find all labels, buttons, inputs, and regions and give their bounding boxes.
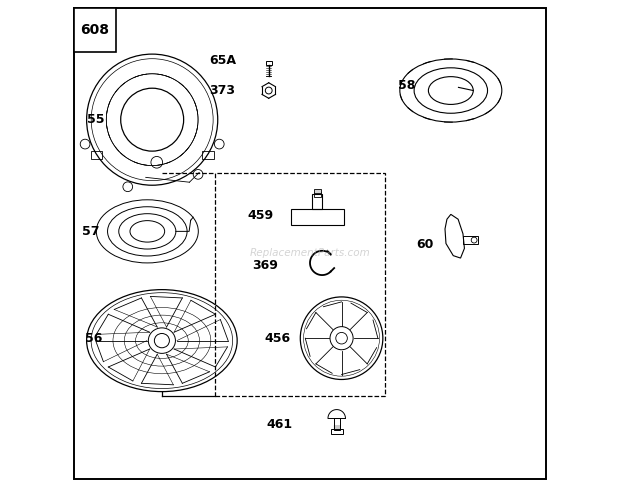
Bar <box>314 188 321 193</box>
Text: 608: 608 <box>81 23 110 37</box>
Bar <box>91 151 102 159</box>
Text: 459: 459 <box>247 209 273 223</box>
Text: 369: 369 <box>252 259 278 272</box>
Text: ReplacementParts.com: ReplacementParts.com <box>250 248 370 258</box>
Bar <box>291 209 344 225</box>
Bar <box>266 61 272 65</box>
Text: 57: 57 <box>82 225 99 238</box>
Text: 55: 55 <box>87 113 104 126</box>
Text: 461: 461 <box>267 418 293 431</box>
Bar <box>314 191 321 197</box>
Text: 373: 373 <box>209 84 235 97</box>
Bar <box>215 173 385 396</box>
Bar <box>331 429 342 434</box>
Text: 65A: 65A <box>209 54 236 67</box>
Text: 56: 56 <box>85 332 102 345</box>
Text: 456: 456 <box>265 332 291 345</box>
Bar <box>202 151 214 159</box>
Text: 60: 60 <box>417 239 434 251</box>
Bar <box>312 194 322 209</box>
Bar <box>74 8 116 52</box>
Bar <box>334 418 340 431</box>
Bar <box>463 236 477 244</box>
Text: 58: 58 <box>399 79 416 92</box>
